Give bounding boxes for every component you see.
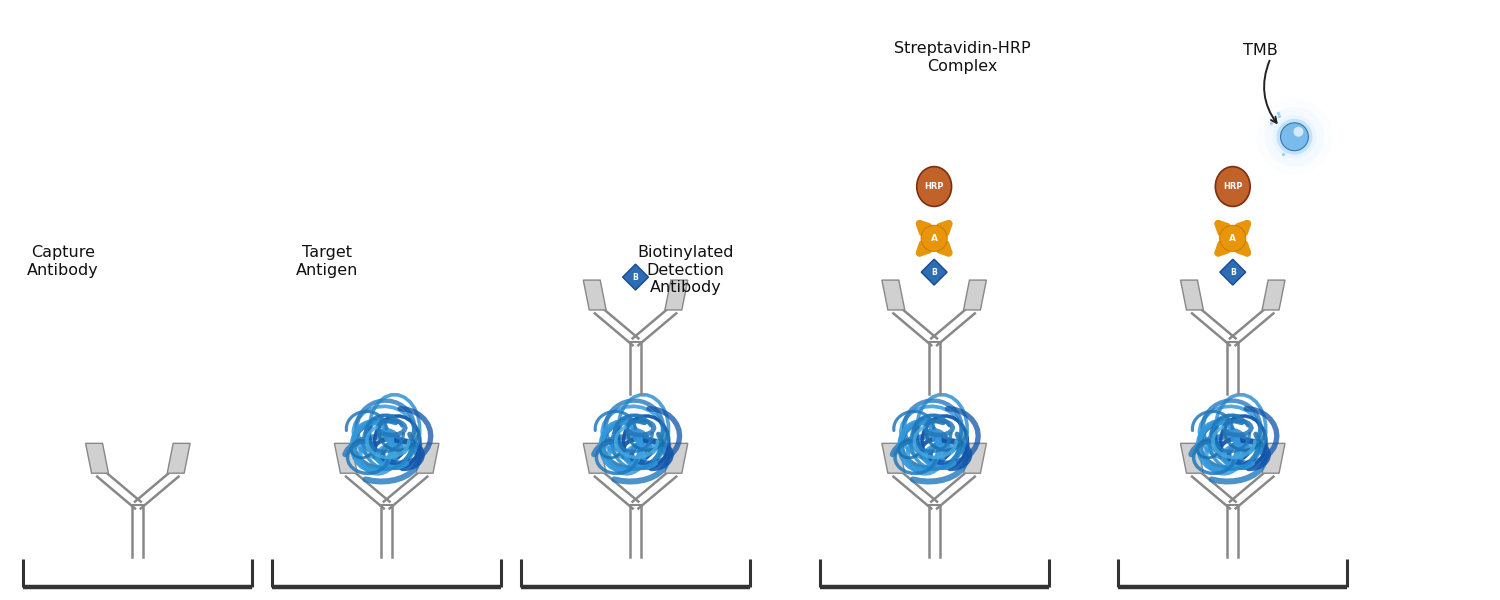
Text: B: B	[1230, 268, 1236, 277]
Polygon shape	[664, 280, 688, 310]
Text: Capture
Antibody: Capture Antibody	[27, 245, 99, 278]
Polygon shape	[166, 443, 190, 473]
Polygon shape	[921, 259, 946, 285]
Text: Streptavidin-HRP
Complex: Streptavidin-HRP Complex	[894, 41, 1030, 74]
Polygon shape	[882, 443, 904, 473]
Polygon shape	[664, 443, 688, 473]
Polygon shape	[963, 443, 987, 473]
Circle shape	[1272, 115, 1317, 158]
Polygon shape	[416, 443, 440, 473]
Polygon shape	[334, 443, 357, 473]
Polygon shape	[584, 280, 606, 310]
Circle shape	[1276, 119, 1312, 155]
Text: A: A	[930, 234, 938, 243]
Polygon shape	[584, 443, 606, 473]
Ellipse shape	[1215, 167, 1249, 206]
Text: HRP: HRP	[1222, 182, 1242, 191]
Text: Target
Antigen: Target Antigen	[296, 245, 358, 278]
Text: A: A	[1230, 234, 1236, 243]
Circle shape	[1293, 127, 1304, 137]
Text: B: B	[932, 268, 938, 277]
Text: Biotinylated
Detection
Antibody: Biotinylated Detection Antibody	[638, 245, 734, 295]
Circle shape	[921, 225, 948, 251]
Circle shape	[1264, 107, 1324, 167]
Polygon shape	[1180, 280, 1203, 310]
Text: B: B	[633, 272, 639, 281]
Polygon shape	[1220, 259, 1245, 285]
Text: HRP: HRP	[924, 182, 944, 191]
Text: TMB: TMB	[1244, 43, 1278, 58]
Circle shape	[1257, 99, 1332, 175]
Polygon shape	[1180, 443, 1203, 473]
Polygon shape	[882, 280, 904, 310]
Polygon shape	[622, 264, 648, 290]
Polygon shape	[86, 443, 108, 473]
Ellipse shape	[916, 167, 951, 206]
Polygon shape	[1262, 280, 1286, 310]
Polygon shape	[963, 280, 987, 310]
Circle shape	[1220, 225, 1246, 251]
Polygon shape	[1262, 443, 1286, 473]
Circle shape	[1281, 123, 1308, 151]
